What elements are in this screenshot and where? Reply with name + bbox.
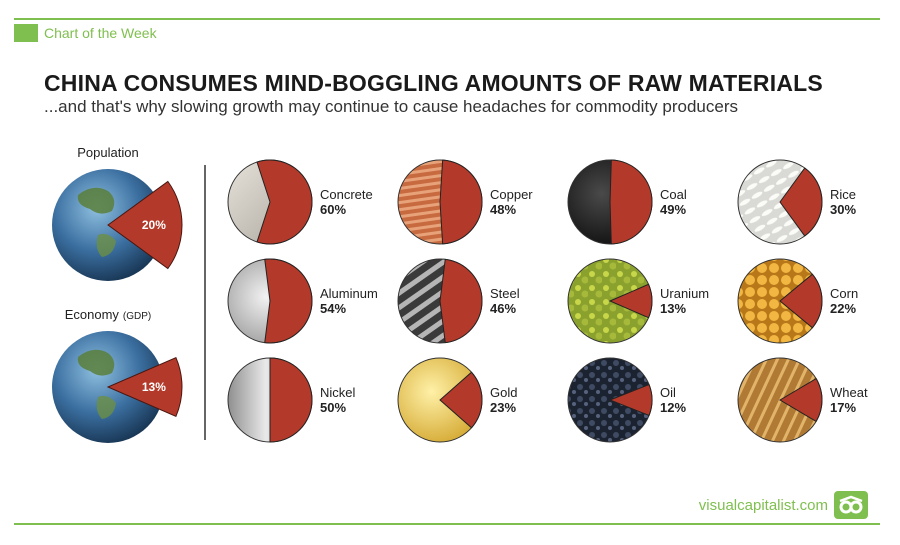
globe-group: Population 20% Economy (GDP) 13%	[52, 145, 183, 443]
share-wedge	[779, 167, 823, 237]
share-wedge	[256, 159, 313, 245]
bottom-rule	[14, 523, 880, 525]
material-value: 22%	[830, 301, 856, 316]
material-value: 13%	[660, 301, 686, 316]
material-value: 50%	[320, 400, 346, 415]
land-shape	[96, 395, 116, 419]
material-value: 54%	[320, 301, 346, 316]
share-wedge	[439, 159, 483, 245]
material-value: 12%	[660, 400, 686, 415]
material-label: Aluminum	[320, 286, 378, 301]
chart-title: CHINA CONSUMES MIND-BOGGLING AMOUNTS OF …	[44, 70, 823, 96]
material-label: Steel	[490, 286, 520, 301]
material-label: Coal	[660, 187, 687, 202]
land-shape	[96, 233, 116, 257]
share-wedge	[106, 356, 183, 418]
share-wedge	[779, 273, 823, 329]
material-value: 17%	[830, 400, 856, 415]
material-label: Copper	[490, 187, 533, 202]
material-value: 46%	[490, 301, 516, 316]
share-wedge	[609, 159, 653, 245]
share-wedge	[264, 258, 313, 344]
share-wedge	[269, 357, 313, 443]
material-value: 23%	[490, 400, 516, 415]
material-label: Gold	[490, 385, 517, 400]
share-wedge	[608, 383, 653, 417]
globe-label: Economy (GDP)	[65, 307, 152, 322]
share-wedge	[608, 283, 653, 319]
material-value: 48%	[490, 202, 516, 217]
kicker-tag	[14, 24, 38, 42]
material-label: Wheat	[830, 385, 868, 400]
material-label: Concrete	[320, 187, 373, 202]
material-label: Corn	[830, 286, 858, 301]
land-shape	[77, 349, 115, 376]
globe-value: 13%	[142, 380, 166, 394]
material-label: Rice	[830, 187, 856, 202]
material-label: Oil	[660, 385, 676, 400]
globe-label: Population	[77, 145, 138, 160]
material-label: Uranium	[660, 286, 709, 301]
land-shape	[77, 187, 115, 214]
share-wedge	[439, 371, 483, 429]
brand-url[interactable]: visualcapitalist.com	[698, 497, 828, 514]
material-label: Nickel	[320, 385, 356, 400]
kicker: Chart of the Week	[44, 25, 157, 41]
globe-value: 20%	[142, 218, 166, 232]
material-value: 30%	[830, 202, 856, 217]
top-rule	[14, 18, 880, 20]
brand-logo-icon	[834, 491, 868, 519]
chart-subtitle: ...and that's why slowing growth may con…	[44, 97, 738, 116]
share-wedge	[439, 258, 483, 344]
share-wedge	[779, 377, 823, 423]
material-value: 49%	[660, 202, 686, 217]
chart-area: Population 20% Economy (GDP) 13% Concrete60%…	[52, 145, 868, 443]
material-value: 60%	[320, 202, 346, 217]
share-wedge	[107, 180, 183, 270]
